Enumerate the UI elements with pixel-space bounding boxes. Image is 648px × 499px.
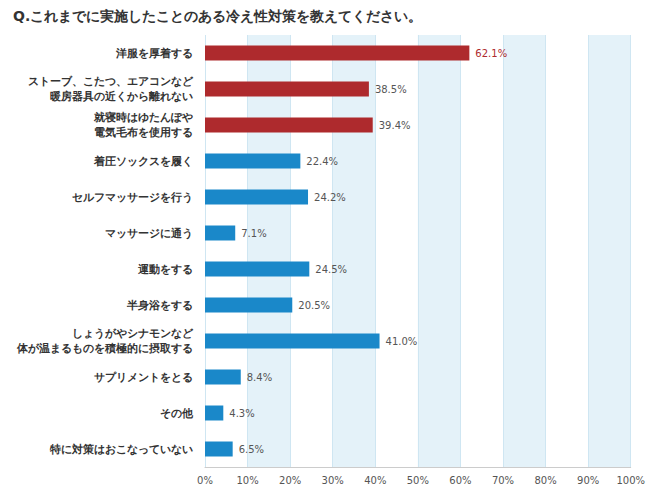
svg-text:就寝時はゆたんぽや: 就寝時はゆたんぽや bbox=[93, 111, 193, 124]
svg-text:24.5%: 24.5% bbox=[315, 264, 347, 275]
svg-text:0%: 0% bbox=[197, 475, 213, 486]
svg-text:100%: 100% bbox=[616, 475, 645, 486]
svg-text:ストーブ、こたつ、エアコンなど: ストーブ、こたつ、エアコンなど bbox=[28, 75, 194, 88]
svg-text:20.5%: 20.5% bbox=[298, 300, 330, 311]
svg-text:しょうがやシナモンなど: しょうがやシナモンなど bbox=[72, 327, 194, 340]
svg-text:8.4%: 8.4% bbox=[247, 372, 272, 383]
svg-text:60%: 60% bbox=[449, 475, 471, 486]
svg-text:体が温まるものを積極的に摂取する: 体が温まるものを積極的に摂取する bbox=[16, 342, 193, 355]
svg-text:Q.これまでに実施したことのある冷え性対策を教えてください。: Q.これまでに実施したことのある冷え性対策を教えてください。 bbox=[13, 8, 422, 24]
svg-text:40%: 40% bbox=[364, 475, 386, 486]
svg-text:6.5%: 6.5% bbox=[239, 444, 264, 455]
svg-text:マッサージに通う: マッサージに通う bbox=[105, 227, 193, 240]
svg-text:電気毛布を使用する: 電気毛布を使用する bbox=[94, 126, 193, 139]
svg-text:62.1%: 62.1% bbox=[475, 48, 507, 59]
svg-text:50%: 50% bbox=[407, 475, 429, 486]
svg-text:サプリメントをとる: サプリメントをとる bbox=[94, 371, 193, 384]
svg-text:90%: 90% bbox=[577, 475, 599, 486]
svg-text:38.5%: 38.5% bbox=[375, 84, 407, 95]
svg-text:70%: 70% bbox=[492, 475, 514, 486]
svg-text:特に対策はおこなっていない: 特に対策はおこなっていない bbox=[49, 443, 193, 456]
svg-text:着圧ソックスを履く: 着圧ソックスを履く bbox=[93, 155, 193, 168]
svg-text:30%: 30% bbox=[322, 475, 344, 486]
svg-text:4.3%: 4.3% bbox=[229, 408, 254, 419]
svg-text:7.1%: 7.1% bbox=[241, 228, 266, 239]
svg-text:セルフマッサージを行う: セルフマッサージを行う bbox=[72, 191, 193, 204]
svg-text:80%: 80% bbox=[534, 475, 556, 486]
svg-text:暖房器具の近くから離れない: 暖房器具の近くから離れない bbox=[50, 90, 193, 103]
svg-text:半身浴をする: 半身浴をする bbox=[126, 299, 193, 312]
svg-text:運動をする: 運動をする bbox=[137, 263, 193, 276]
svg-text:41.0%: 41.0% bbox=[386, 336, 418, 347]
svg-text:22.4%: 22.4% bbox=[306, 156, 338, 167]
svg-text:洋服を厚着する: 洋服を厚着する bbox=[115, 47, 193, 60]
svg-text:24.2%: 24.2% bbox=[314, 192, 346, 203]
svg-text:その他: その他 bbox=[160, 407, 194, 420]
svg-text:20%: 20% bbox=[279, 475, 301, 486]
svg-text:39.4%: 39.4% bbox=[379, 120, 411, 131]
svg-text:10%: 10% bbox=[236, 475, 258, 486]
